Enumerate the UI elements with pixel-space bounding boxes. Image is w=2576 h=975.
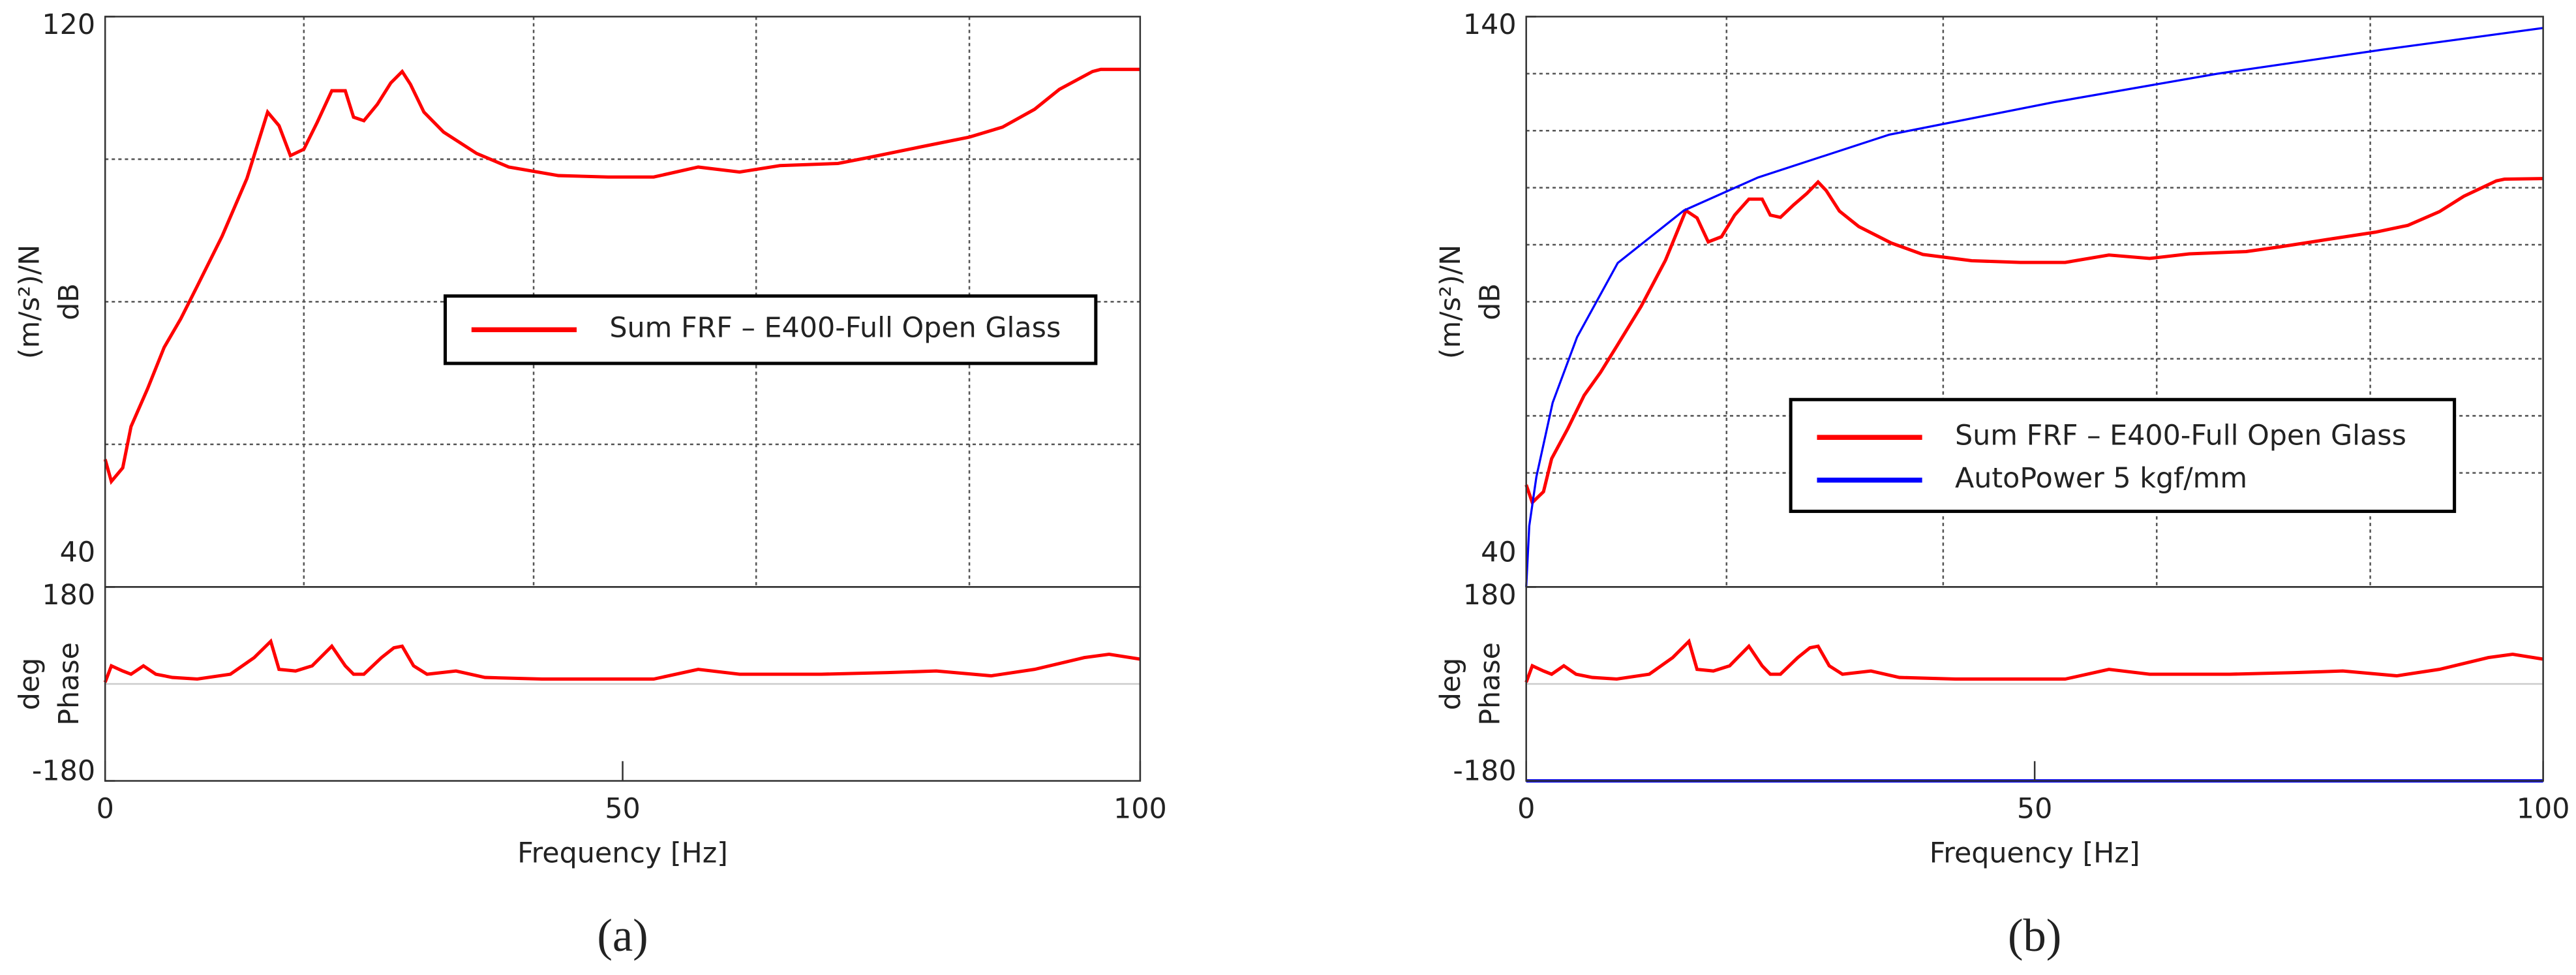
y-axis-label: dB [53,283,85,320]
data-line [1525,27,2543,587]
x-axis-label: Frequency [Hz] [517,837,728,869]
x-tick-label: 0 [97,792,114,825]
legend-label: Sum FRF – E400-Full Open Glass [1955,420,2406,452]
data-line [103,67,1140,485]
data-line [103,638,1141,683]
x-tick-label: 50 [605,792,640,825]
legend-box [1789,397,2457,514]
y-axis-label: dB [1474,283,1506,320]
data-line [1524,638,2544,683]
x-tick-label: 100 [2517,792,2570,825]
x-tick-label: 50 [2017,792,2052,825]
y-tick-label: -180 [32,754,95,787]
y-axis-label: (m/s²)/N [13,245,46,359]
x-tick-label: 100 [1114,792,1167,825]
y-tick-label: 120 [42,8,95,41]
y-axis-label: Phase [1474,642,1506,726]
caption: (a) [597,910,648,961]
x-tick-label: 0 [1517,792,1535,825]
plot-frame [1525,586,2544,782]
legend-label: AutoPower 5 kgf/mm [1955,462,2247,495]
caption: (b) [2008,910,2061,961]
y-axis-label: deg [1434,658,1467,711]
y-axis-label: deg [13,658,46,711]
y-axis-label: (m/s²)/N [1434,245,1467,359]
y-axis-label: Phase [53,642,85,726]
y-tick-label: -180 [1453,754,1516,787]
x-axis-label: Frequency [Hz] [1930,837,2140,869]
y-tick-label: 40 [60,536,95,568]
y-tick-label: 180 [1463,579,1517,611]
y-tick-label: 180 [42,579,95,611]
legend-label: Sum FRF – E400-Full Open Glass [609,312,1061,345]
y-tick-label: 40 [1481,536,1516,568]
plot-frame [104,586,1142,782]
y-tick-label: 140 [1463,8,1517,41]
data-line [1524,177,2543,506]
